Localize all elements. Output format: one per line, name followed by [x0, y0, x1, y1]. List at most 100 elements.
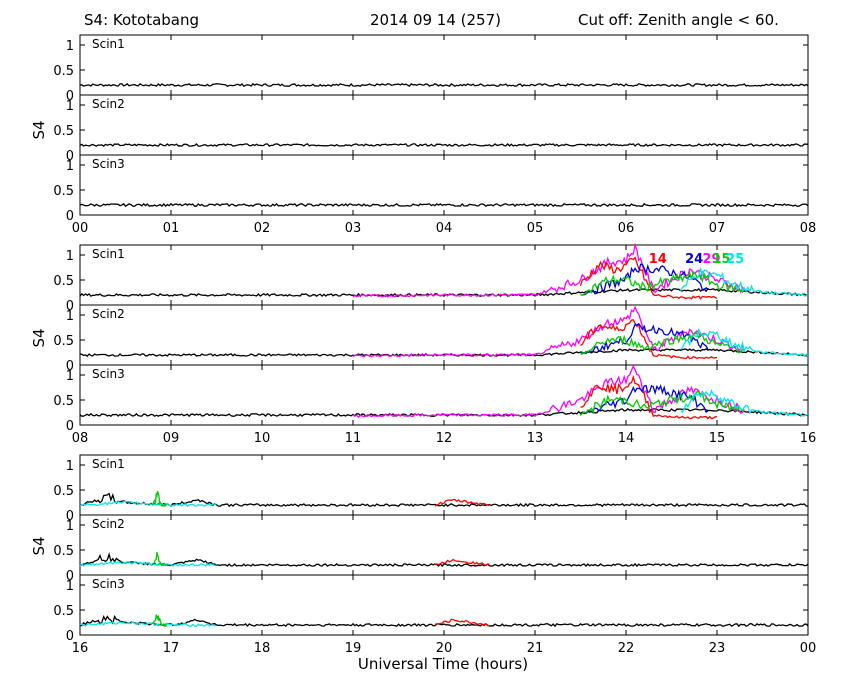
y-tick-label: 0 [66, 149, 74, 164]
y-tick-label: 0.5 [53, 544, 74, 559]
x-tick-label: 09 [163, 431, 180, 446]
y-tick-label: 1 [66, 39, 74, 54]
series-green-line [152, 490, 167, 507]
x-tick-label: 15 [709, 431, 726, 446]
series-black-line [79, 348, 809, 357]
y-tick-label: 0.5 [53, 184, 74, 199]
series-red-line [434, 618, 490, 627]
x-tick-label: 05 [527, 221, 544, 236]
x-tick-label: 17 [163, 641, 180, 656]
panel-label: Scin3 [92, 367, 125, 381]
x-tick-label: 19 [345, 641, 362, 656]
series-green-line [152, 614, 167, 628]
series-green-line [580, 331, 745, 355]
series-black-line [79, 142, 809, 147]
x-tick-label: 08 [800, 221, 817, 236]
y-axis-label-group1: S4 [30, 120, 48, 139]
y-tick-label: 1 [66, 159, 74, 174]
series-black-line [79, 407, 809, 418]
satellite-label: 14 [649, 252, 667, 267]
panel-label: Scin1 [92, 247, 125, 261]
x-tick-label: 10 [254, 431, 271, 446]
y-tick-label: 1 [66, 249, 74, 264]
satellite-label: 15 [712, 252, 730, 267]
series-black-line [79, 82, 809, 88]
y-tick-label: 0 [66, 89, 74, 104]
series-green-line [580, 270, 745, 296]
series-cyan-line [79, 561, 217, 567]
series-black-line [79, 288, 809, 298]
y-tick-label: 0.5 [53, 484, 74, 499]
y-tick-label: 0.5 [53, 604, 74, 619]
series-black-line [79, 492, 809, 508]
series-black-line [79, 615, 809, 628]
series-green-line [580, 391, 745, 416]
x-tick-label: 00 [800, 641, 817, 656]
satellite-label: 25 [726, 252, 744, 267]
y-tick-label: 1 [66, 579, 74, 594]
y-axis-label-group3: S4 [30, 536, 48, 555]
x-tick-label: 21 [527, 641, 544, 656]
y-tick-label: 1 [66, 369, 74, 384]
y-tick-label: 1 [66, 519, 74, 534]
panel-label: Scin3 [92, 577, 125, 591]
series-blue-line [580, 322, 709, 355]
y-tick-label: 0.5 [53, 124, 74, 139]
y-tick-label: 0 [66, 299, 74, 314]
station-title: S4: Kototabang [84, 11, 199, 29]
x-tick-label: 02 [254, 221, 271, 236]
x-axis-label: Universal Time (hours) [358, 655, 528, 673]
satellite-label: 24 [685, 252, 703, 267]
x-tick-label: 13 [527, 431, 544, 446]
x-tick-label: 20 [436, 641, 453, 656]
x-tick-label: 22 [618, 641, 635, 656]
y-tick-label: 0 [66, 629, 74, 644]
x-tick-label: 18 [254, 641, 271, 656]
y-tick-label: 0.5 [53, 334, 74, 349]
series-green-line [152, 551, 167, 567]
series-black-line [79, 202, 809, 208]
x-tick-label: 07 [709, 221, 726, 236]
x-tick-label: 00 [72, 221, 89, 236]
series-cyan-line [80, 500, 217, 507]
x-tick-label: 16 [800, 431, 817, 446]
series-cyan-line [680, 328, 809, 357]
series-cyan-line [680, 266, 809, 297]
x-tick-label: 04 [436, 221, 453, 236]
panel-label: Scin1 [92, 37, 125, 51]
x-tick-label: 03 [345, 221, 362, 236]
series-cyan-line [680, 388, 809, 417]
x-tick-label: 08 [72, 431, 89, 446]
date-title: 2014 09 14 (257) [370, 11, 501, 29]
x-tick-label: 12 [436, 431, 453, 446]
series-red-line [434, 558, 490, 566]
y-tick-label: 0.5 [53, 274, 74, 289]
y-tick-label: 0 [66, 509, 74, 524]
series-cyan-line [79, 621, 217, 627]
y-tick-label: 0.5 [53, 64, 74, 79]
y-tick-label: 1 [66, 309, 74, 324]
y-tick-label: 0 [66, 359, 74, 374]
series-red-line [434, 498, 490, 507]
y-tick-label: 1 [66, 459, 74, 474]
panel-label: Scin2 [92, 307, 125, 321]
cutoff-note: Cut off: Zenith angle < 60. [578, 11, 779, 29]
panel-label: Scin2 [92, 97, 125, 111]
x-tick-label: 16 [72, 641, 89, 656]
satellite-label: 29 [702, 252, 720, 267]
x-tick-label: 23 [709, 641, 726, 656]
panel-label: Scin3 [92, 157, 125, 171]
y-tick-label: 0 [66, 209, 74, 224]
panel-label: Scin2 [92, 517, 125, 531]
panel-label: Scin1 [92, 457, 125, 471]
y-tick-label: 0.5 [53, 394, 74, 409]
series-black-line [79, 552, 809, 568]
series-blue-line [580, 384, 709, 416]
x-tick-label: 06 [618, 221, 635, 236]
y-tick-label: 0 [66, 569, 74, 584]
y-axis-label-group2: S4 [30, 328, 48, 347]
series-blue-line [580, 263, 709, 296]
y-tick-label: 1 [66, 99, 74, 114]
panel-frame [79, 154, 809, 216]
